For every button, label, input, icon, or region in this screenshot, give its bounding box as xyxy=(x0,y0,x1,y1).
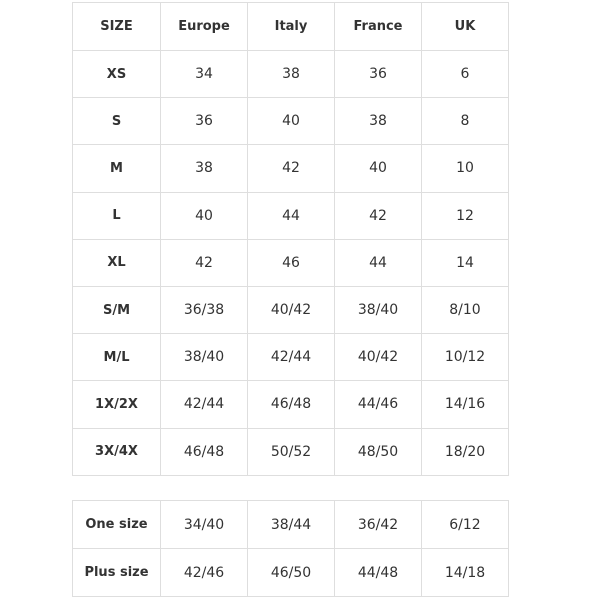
size-cell: One size xyxy=(72,500,161,549)
size-cell: Plus size xyxy=(72,548,161,597)
header-cell: France xyxy=(334,2,422,51)
value-cell: 42/44 xyxy=(160,380,248,429)
value-cell: 40 xyxy=(160,191,248,240)
size-cell: XS xyxy=(72,50,161,99)
value-cell: 10 xyxy=(421,144,509,193)
size-cell: S xyxy=(72,97,161,146)
value-cell: 38/44 xyxy=(247,500,335,549)
value-cell: 42/44 xyxy=(247,333,335,382)
size-cell: S/M xyxy=(72,286,161,335)
value-cell: 38 xyxy=(247,50,335,99)
size-cell: 3X/4X xyxy=(72,427,161,476)
value-cell: 14 xyxy=(421,238,509,287)
value-cell: 36/38 xyxy=(160,286,248,335)
value-cell: 6 xyxy=(421,50,509,99)
value-cell: 38 xyxy=(160,144,248,193)
value-cell: 36 xyxy=(334,50,422,99)
value-cell: 46/48 xyxy=(160,427,248,476)
value-cell: 40 xyxy=(247,97,335,146)
value-cell: 38 xyxy=(334,97,422,146)
value-cell: 50/52 xyxy=(247,427,335,476)
value-cell: 40/42 xyxy=(247,286,335,335)
value-cell: 38/40 xyxy=(160,333,248,382)
value-cell: 44 xyxy=(247,191,335,240)
value-cell: 40/42 xyxy=(334,333,422,382)
value-cell: 34 xyxy=(160,50,248,99)
size-cell: XL xyxy=(72,238,161,287)
value-cell: 46/48 xyxy=(247,380,335,429)
value-cell: 36 xyxy=(160,97,248,146)
size-cell: 1X/2X xyxy=(72,380,161,429)
value-cell: 40 xyxy=(334,144,422,193)
value-cell: 8/10 xyxy=(421,286,509,335)
size-cell: M/L xyxy=(72,333,161,382)
value-cell: 8 xyxy=(421,97,509,146)
value-cell: 44/48 xyxy=(334,548,422,597)
value-cell: 42 xyxy=(334,191,422,240)
header-cell: SIZE xyxy=(72,2,161,51)
value-cell: 42/46 xyxy=(160,548,248,597)
value-cell: 12 xyxy=(421,191,509,240)
value-cell: 48/50 xyxy=(334,427,422,476)
size-cell: L xyxy=(72,191,161,240)
value-cell: 14/18 xyxy=(421,548,509,597)
value-cell: 18/20 xyxy=(421,427,509,476)
value-cell: 6/12 xyxy=(421,500,509,549)
value-cell: 42 xyxy=(247,144,335,193)
header-cell: Europe xyxy=(160,2,248,51)
value-cell: 44 xyxy=(334,238,422,287)
header-cell: UK xyxy=(421,2,509,51)
value-cell: 42 xyxy=(160,238,248,287)
header-cell: Italy xyxy=(247,2,335,51)
value-cell: 34/40 xyxy=(160,500,248,549)
value-cell: 38/40 xyxy=(334,286,422,335)
size-cell: M xyxy=(72,144,161,193)
value-cell: 46/50 xyxy=(247,548,335,597)
value-cell: 46 xyxy=(247,238,335,287)
value-cell: 10/12 xyxy=(421,333,509,382)
value-cell: 14/16 xyxy=(421,380,509,429)
value-cell: 44/46 xyxy=(334,380,422,429)
value-cell: 36/42 xyxy=(334,500,422,549)
